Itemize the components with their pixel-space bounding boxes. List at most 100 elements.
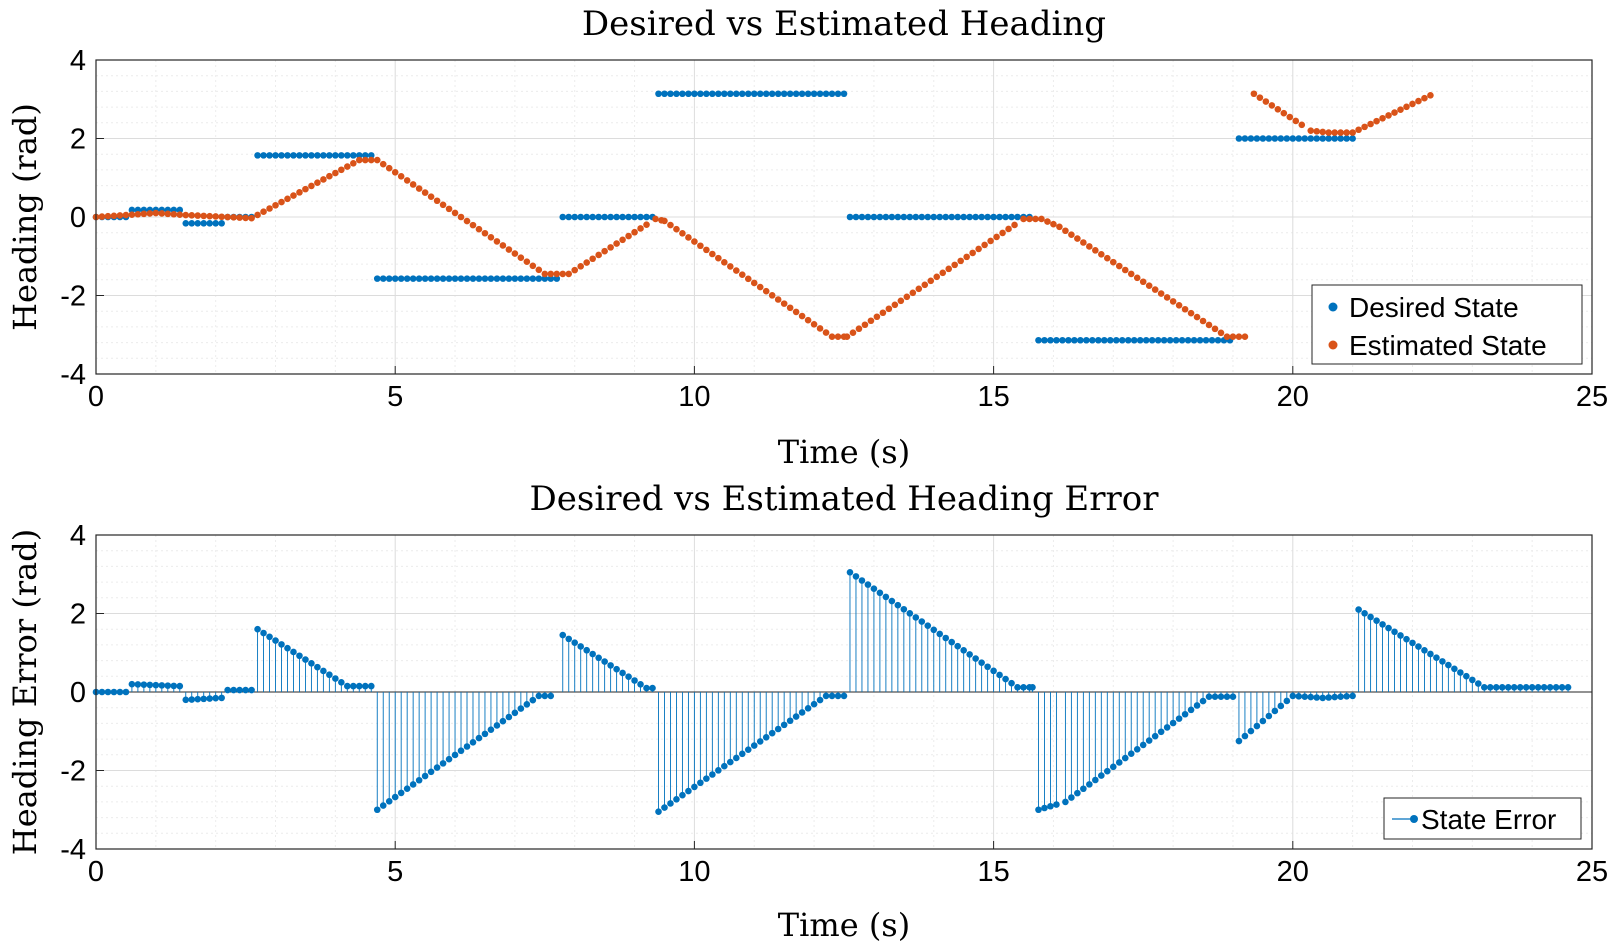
stem-point: [1331, 693, 1338, 701]
data-point: [571, 213, 579, 221]
stem-point: [1181, 710, 1189, 718]
stem-point: [822, 692, 830, 700]
data-point: [840, 90, 848, 98]
stem-point: [254, 625, 261, 633]
data-point: [224, 213, 231, 221]
data-point: [607, 213, 614, 221]
data-point: [260, 152, 267, 159]
stem-point: [212, 694, 219, 702]
data-point: [1253, 135, 1261, 142]
data-point: [1032, 215, 1039, 223]
stem-point: [218, 694, 225, 702]
stem-point: [385, 798, 393, 805]
stem-point: [1307, 693, 1315, 701]
stem-point: [1193, 702, 1201, 709]
data-point: [397, 173, 405, 180]
data-point: [1187, 309, 1195, 317]
stem-point: [1343, 693, 1350, 700]
stem-point: [900, 605, 908, 613]
data-point: [529, 262, 537, 270]
data-point: [873, 313, 881, 321]
stem-point: [499, 717, 507, 725]
legend: Desired State Estimated State: [1311, 284, 1583, 365]
data-point: [1397, 106, 1404, 113]
data-point: [254, 211, 261, 219]
data-point: [1089, 336, 1096, 344]
data-point: [727, 90, 734, 98]
stem-point: [116, 688, 124, 696]
stem-point: [1145, 737, 1153, 744]
stem-point: [182, 696, 190, 704]
stem-point: [1199, 697, 1207, 705]
series-layer: [92, 568, 1592, 816]
stem-point: [721, 762, 728, 770]
data-point: [278, 152, 285, 159]
data-point: [350, 160, 357, 167]
data-point: [296, 189, 303, 196]
data-point: [1379, 114, 1386, 122]
stem-point: [1223, 693, 1231, 701]
data-point: [481, 229, 489, 237]
stem-point: [756, 738, 764, 745]
stem-point: [1367, 613, 1374, 621]
data-point: [891, 301, 899, 309]
data-point: [969, 249, 976, 257]
stem-point: [1391, 628, 1398, 636]
data-point: [1050, 220, 1057, 228]
data-point: [912, 213, 920, 221]
data-point: [780, 300, 788, 307]
data-point: [1331, 129, 1338, 136]
stem-point: [583, 646, 590, 654]
data-point: [1337, 135, 1344, 142]
data-point: [1331, 135, 1338, 142]
data-point: [1355, 126, 1362, 134]
data-point: [1077, 336, 1084, 344]
data-point: [182, 211, 190, 219]
data-point: [834, 90, 842, 98]
data-point: [361, 156, 369, 164]
data-point: [1247, 135, 1255, 142]
stem-point: [732, 754, 740, 762]
data-point: [1115, 262, 1123, 270]
data-point: [1008, 213, 1015, 221]
stem-point: [367, 682, 375, 690]
stem-point: [1235, 737, 1243, 745]
stem-point: [888, 597, 896, 605]
data-point: [373, 156, 381, 164]
data-point: [296, 152, 303, 159]
data-point: [870, 213, 878, 221]
x-tick-label: 0: [88, 381, 104, 413]
data-point: [1172, 336, 1180, 344]
stem-point: [1552, 683, 1560, 691]
data-point: [284, 195, 291, 203]
data-point: [116, 212, 124, 219]
data-point: [762, 287, 770, 295]
data-point: [792, 90, 800, 98]
data-point: [1343, 129, 1350, 136]
stem-point: [864, 581, 872, 588]
data-point: [996, 213, 1003, 221]
data-point: [909, 289, 917, 297]
data-point: [828, 333, 836, 341]
data-point: [194, 219, 202, 227]
data-point: [613, 240, 620, 247]
tick-labels: 0 5 10 15 20 25 -4 -2 0 2 4: [60, 520, 1608, 888]
stem-point: [1253, 722, 1261, 730]
stem-point: [906, 610, 914, 617]
stem-point: [523, 701, 531, 708]
stem-point: [1451, 665, 1458, 673]
data-point: [559, 270, 567, 278]
data-point: [1208, 336, 1216, 344]
data-point: [559, 213, 567, 221]
data-point: [433, 275, 441, 282]
data-point: [565, 213, 573, 221]
data-point: [673, 225, 680, 233]
data-point: [762, 90, 770, 98]
stem-point: [1217, 693, 1225, 701]
data-point: [685, 90, 692, 98]
stem-point: [1427, 650, 1434, 658]
data-point: [164, 210, 172, 218]
data-point: [921, 281, 929, 289]
data-point: [667, 90, 674, 98]
data-point: [1235, 135, 1243, 142]
